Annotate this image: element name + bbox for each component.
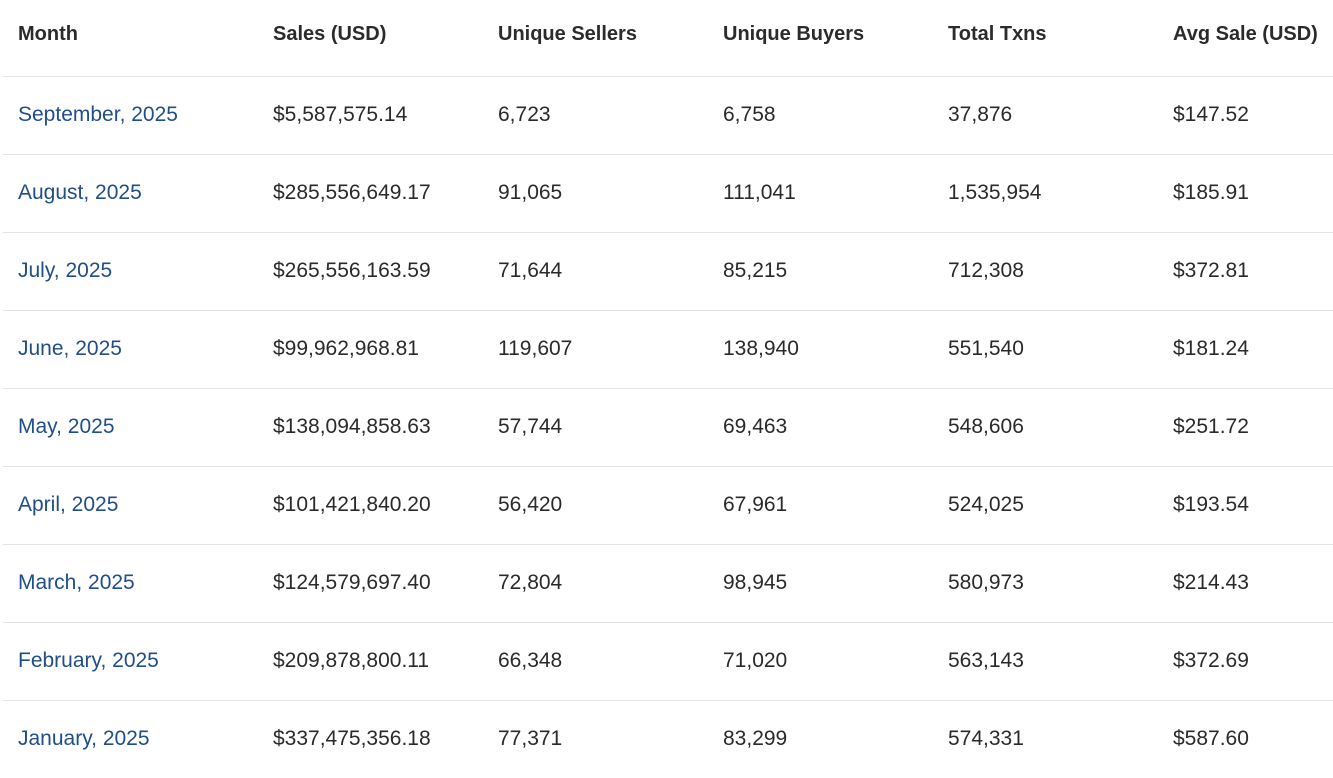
column-header-unique-sellers: Unique Sellers [483,0,708,77]
header-row: Month Sales (USD) Unique Sellers Unique … [3,0,1333,77]
sales-cell: $337,475,356.18 [273,727,431,751]
sales-cell: $5,587,575.14 [258,76,483,155]
buyers-cell: 85,215 [708,232,933,311]
buyers-cell: 111,041 [708,154,933,233]
table-row: May, 2025 $138,094,858.63 57,744 69,463 … [3,388,1333,467]
month-cell: September, 2025 [3,76,258,155]
buyers-cell: 71,020 [708,622,933,701]
avg-sale-cell: $372.81 [1158,232,1333,311]
month-cell: May, 2025 [3,388,258,467]
month-link[interactable]: August, 2025 [18,181,142,204]
txns-cell: 37,876 [933,76,1158,155]
table-row: March, 2025 $124,579,697.40 72,804 98,94… [3,544,1333,623]
sellers-cell: 71,644 [483,232,708,311]
avg-sale-cell: $372.69 [1158,622,1333,701]
avg-sale-cell: $214.43 [1158,544,1333,623]
txns-cell: 524,025 [933,466,1158,545]
column-header-month: Month [3,0,258,77]
buyers-cell: 138,940 [708,310,933,389]
column-header-total-txns: Total Txns [933,0,1158,77]
avg-sale-cell: $193.54 [1158,466,1333,545]
month-cell: January, 2025 [3,700,258,778]
month-cell: July, 2025 [3,232,258,311]
month-link[interactable]: February, 2025 [18,649,159,672]
month-link[interactable]: January, 2025 [18,727,150,751]
table-row: August, 2025 $285,556,649.17 91,065 111,… [3,154,1333,233]
table-body: September, 2025 $5,587,575.14 6,723 6,75… [3,76,1333,778]
sellers-cell: 56,420 [483,466,708,545]
table-row: June, 2025 $99,962,968.81 119,607 138,94… [3,310,1333,389]
sales-cell: $99,962,968.81 [258,310,483,389]
txns-cell: 1,535,954 [933,154,1158,233]
month-cell: August, 2025 [3,154,258,233]
avg-sale-cell: $185.91 [1158,154,1333,233]
txns-cell: 712,308 [933,232,1158,311]
table-row: April, 2025 $101,421,840.20 56,420 67,96… [3,466,1333,545]
sellers-cell: 6,723 [483,76,708,155]
buyers-cell: 6,758 [708,76,933,155]
buyers-cell: 83,299 [723,727,788,751]
sellers-cell: 91,065 [483,154,708,233]
txns-cell: 548,606 [933,388,1158,467]
month-cell: March, 2025 [3,544,258,623]
monthly-sales-table-container: Month Sales (USD) Unique Sellers Unique … [3,0,1333,778]
month-cell: April, 2025 [3,466,258,545]
table-row: September, 2025 $5,587,575.14 6,723 6,75… [3,76,1333,155]
month-cell: February, 2025 [3,622,258,701]
month-link[interactable]: May, 2025 [18,415,115,438]
month-link[interactable]: July, 2025 [18,259,113,282]
table-header: Month Sales (USD) Unique Sellers Unique … [3,0,1333,77]
column-header-unique-buyers: Unique Buyers [708,0,933,77]
txns-cell: 574,331 [948,727,1024,751]
avg-sale-cell: $587.60 [1173,727,1249,751]
column-header-avg-sale: Avg Sale (USD) [1158,0,1333,77]
buyers-cell: 67,961 [708,466,933,545]
sales-cell: $209,878,800.11 [258,622,483,701]
sales-cell: $101,421,840.20 [258,466,483,545]
sellers-cell: 57,744 [483,388,708,467]
table-row: January, 2025 $337,475,356.18 77,371 83,… [3,700,1333,778]
txns-cell: 551,540 [933,310,1158,389]
month-link[interactable]: June, 2025 [18,337,122,360]
sellers-cell: 66,348 [483,622,708,701]
sales-cell: $265,556,163.59 [258,232,483,311]
sellers-cell: 119,607 [483,310,708,389]
buyers-cell: 98,945 [708,544,933,623]
avg-sale-cell: $251.72 [1158,388,1333,467]
monthly-sales-table: Month Sales (USD) Unique Sellers Unique … [3,0,1333,778]
sales-cell: $138,094,858.63 [258,388,483,467]
txns-cell: 563,143 [933,622,1158,701]
sales-cell: $124,579,697.40 [258,544,483,623]
sellers-cell: 77,371 [498,727,563,751]
txns-cell: 580,973 [933,544,1158,623]
column-header-sales: Sales (USD) [258,0,483,77]
table-row: July, 2025 $265,556,163.59 71,644 85,215… [3,232,1333,311]
avg-sale-cell: $181.24 [1158,310,1333,389]
month-cell: June, 2025 [3,310,258,389]
sales-cell: $285,556,649.17 [258,154,483,233]
table-row: February, 2025 $209,878,800.11 66,348 71… [3,622,1333,701]
sellers-cell: 72,804 [483,544,708,623]
avg-sale-cell: $147.52 [1158,76,1333,155]
month-link[interactable]: April, 2025 [18,493,119,516]
month-link[interactable]: September, 2025 [18,103,178,126]
month-link[interactable]: March, 2025 [18,571,135,594]
buyers-cell: 69,463 [708,388,933,467]
